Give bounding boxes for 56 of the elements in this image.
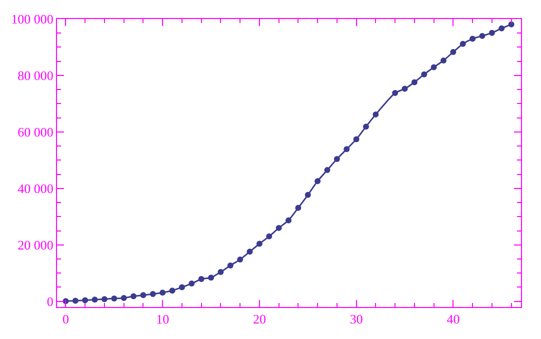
point [92, 296, 98, 303]
point [411, 79, 418, 86]
y-tick-label: 60 000 [18, 124, 54, 140]
point [440, 58, 447, 64]
point [266, 233, 272, 240]
point [218, 268, 224, 275]
point [295, 204, 302, 211]
point [140, 292, 146, 298]
point [498, 25, 505, 32]
point [479, 32, 486, 39]
point [246, 248, 253, 255]
point [363, 124, 370, 130]
y-tick-label: 100 000 [11, 12, 54, 27]
point [460, 40, 466, 47]
x-tick-label: 20 [252, 312, 266, 327]
point [256, 240, 262, 247]
x-tick-label: 10 [156, 312, 170, 327]
point [237, 256, 244, 263]
point [101, 296, 108, 302]
point [353, 136, 360, 142]
point [421, 71, 428, 78]
x-tick-label: 30 [350, 312, 363, 327]
point [286, 217, 292, 224]
point [227, 262, 234, 268]
point [488, 30, 495, 36]
point [392, 90, 398, 96]
point [450, 49, 456, 56]
point [314, 178, 321, 184]
point [208, 274, 214, 281]
point [470, 36, 476, 42]
point [508, 21, 514, 28]
point [82, 297, 88, 304]
point [120, 294, 127, 301]
y-tick-label: 80 000 [18, 68, 54, 84]
y-tick-label: 40 000 [18, 180, 54, 196]
point [150, 291, 156, 298]
point [402, 86, 408, 92]
point [304, 192, 311, 198]
point [72, 298, 78, 304]
point [198, 276, 204, 282]
x-tick-label: 40 [446, 312, 460, 327]
point [334, 156, 340, 162]
point [372, 111, 379, 118]
y-tick-label: 20 000 [18, 237, 54, 252]
point [160, 290, 166, 296]
point [430, 64, 437, 70]
point [188, 280, 195, 287]
point [178, 284, 185, 290]
point [276, 224, 282, 231]
point [324, 167, 330, 174]
x-tick-label: 0 [62, 312, 69, 327]
point [111, 296, 118, 302]
point [169, 288, 176, 294]
point [130, 293, 137, 300]
y-tick-label: 0 [46, 294, 54, 309]
point [344, 146, 350, 152]
